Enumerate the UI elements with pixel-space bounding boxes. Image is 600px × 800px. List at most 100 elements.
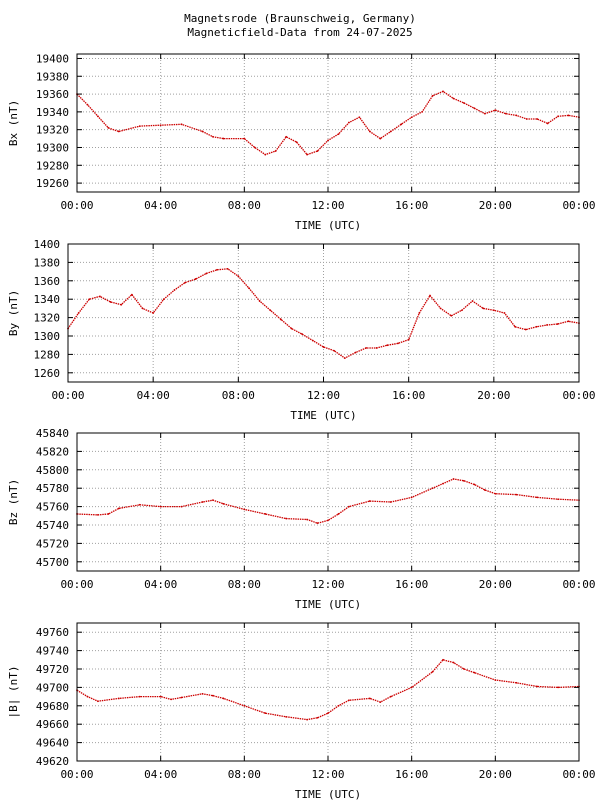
data-point — [285, 135, 288, 138]
data-point — [180, 505, 183, 508]
chart-panel-1: 19260 19280 19300 19320 19340 19360 19380 19400… — [7, 52, 596, 232]
data-point — [264, 513, 267, 515]
data-point — [138, 125, 141, 128]
y-tick-label: 45760 — [36, 501, 69, 514]
x-tick-label: 12:00 — [311, 578, 344, 591]
data-point — [333, 349, 336, 352]
data-point — [536, 685, 539, 688]
data-point — [567, 114, 570, 117]
y-tick-label: 19380 — [36, 70, 69, 83]
x-tick-label: 08:00 — [222, 389, 255, 402]
data-point — [170, 698, 173, 701]
y-tick-label: 45800 — [36, 464, 69, 477]
data-point — [97, 115, 99, 118]
y-tick-label: 1400 — [34, 238, 61, 251]
x-tick-label: 00:00 — [562, 578, 595, 591]
x-tick-label: 20:00 — [477, 389, 510, 402]
y-tick-label: 19360 — [36, 88, 69, 101]
data-point — [442, 658, 444, 661]
data-point — [295, 141, 298, 144]
data-point — [117, 507, 120, 510]
y-tick-label: 49760 — [36, 626, 69, 639]
data-point — [556, 323, 559, 325]
data-point — [274, 150, 277, 152]
data-point — [473, 107, 476, 110]
data-point — [212, 694, 214, 697]
data-point — [290, 327, 293, 330]
data-point — [280, 318, 282, 321]
y-tick-label: 45740 — [36, 519, 69, 532]
data-point — [429, 294, 431, 297]
y-tick-label: 45840 — [36, 427, 69, 440]
data-point — [77, 312, 80, 314]
y-tick-label: 49740 — [36, 645, 69, 658]
data-point — [212, 135, 214, 138]
data-point — [410, 116, 413, 119]
x-tick-label: 00:00 — [562, 768, 595, 781]
data-point — [348, 505, 350, 508]
data-point — [201, 130, 204, 133]
data-point — [473, 483, 476, 486]
data-point — [180, 123, 183, 126]
data-point — [306, 718, 308, 721]
title-line-2: Magneticfield-Data from 24-07-2025 — [187, 26, 413, 39]
x-tick-label: 00:00 — [562, 389, 595, 402]
data-point — [379, 137, 382, 140]
y-tick-label: 1300 — [34, 330, 61, 343]
data-point — [492, 309, 495, 312]
data-point — [503, 312, 506, 314]
data-point — [483, 489, 486, 491]
x-tick-label: 12:00 — [307, 389, 340, 402]
data-point — [222, 502, 225, 505]
data-point — [253, 146, 256, 149]
data-point — [173, 289, 176, 291]
y-tick-label: 19300 — [36, 141, 69, 154]
data-point — [152, 312, 155, 314]
data-point — [482, 307, 485, 310]
data-point — [431, 487, 434, 490]
data-point — [117, 130, 120, 133]
y-tick-label: 49660 — [36, 718, 69, 731]
x-tick-label: 00:00 — [51, 389, 84, 402]
x-axis-label: TIME (UTC) — [295, 598, 361, 611]
x-tick-label: 04:00 — [137, 389, 170, 402]
x-tick-label: 16:00 — [395, 578, 428, 591]
data-point — [557, 115, 559, 118]
x-tick-label: 00:00 — [60, 768, 93, 781]
data-point — [269, 309, 272, 312]
x-tick-label: 12:00 — [311, 199, 344, 212]
data-point — [130, 293, 133, 296]
data-point — [337, 704, 340, 707]
data-point — [201, 501, 204, 503]
x-tick-label: 00:00 — [60, 199, 93, 212]
x-tick-label: 16:00 — [395, 199, 428, 212]
y-tick-label: 1360 — [34, 275, 61, 288]
data-point — [97, 700, 99, 703]
data-point — [184, 281, 187, 284]
data-point — [99, 295, 101, 298]
series-line — [76, 659, 580, 721]
data-point — [567, 320, 570, 323]
data-point — [546, 324, 548, 326]
x-tick-label: 16:00 — [395, 768, 428, 781]
data-point — [316, 150, 319, 152]
x-tick-label: 08:00 — [228, 578, 261, 591]
data-point — [494, 679, 497, 681]
data-point — [243, 508, 246, 511]
data-point — [141, 307, 144, 310]
data-point — [515, 681, 518, 684]
data-point — [389, 130, 392, 133]
series-line — [76, 90, 580, 156]
data-point — [306, 518, 308, 521]
data-point — [494, 109, 497, 111]
data-point — [180, 696, 183, 699]
data-point — [120, 303, 123, 306]
y-tick-label: 1260 — [34, 367, 61, 380]
data-point — [557, 498, 559, 501]
data-point — [514, 325, 517, 328]
x-tick-label: 08:00 — [228, 768, 261, 781]
data-point — [452, 97, 455, 100]
data-point — [88, 298, 91, 301]
y-tick-label: 19260 — [36, 177, 69, 190]
